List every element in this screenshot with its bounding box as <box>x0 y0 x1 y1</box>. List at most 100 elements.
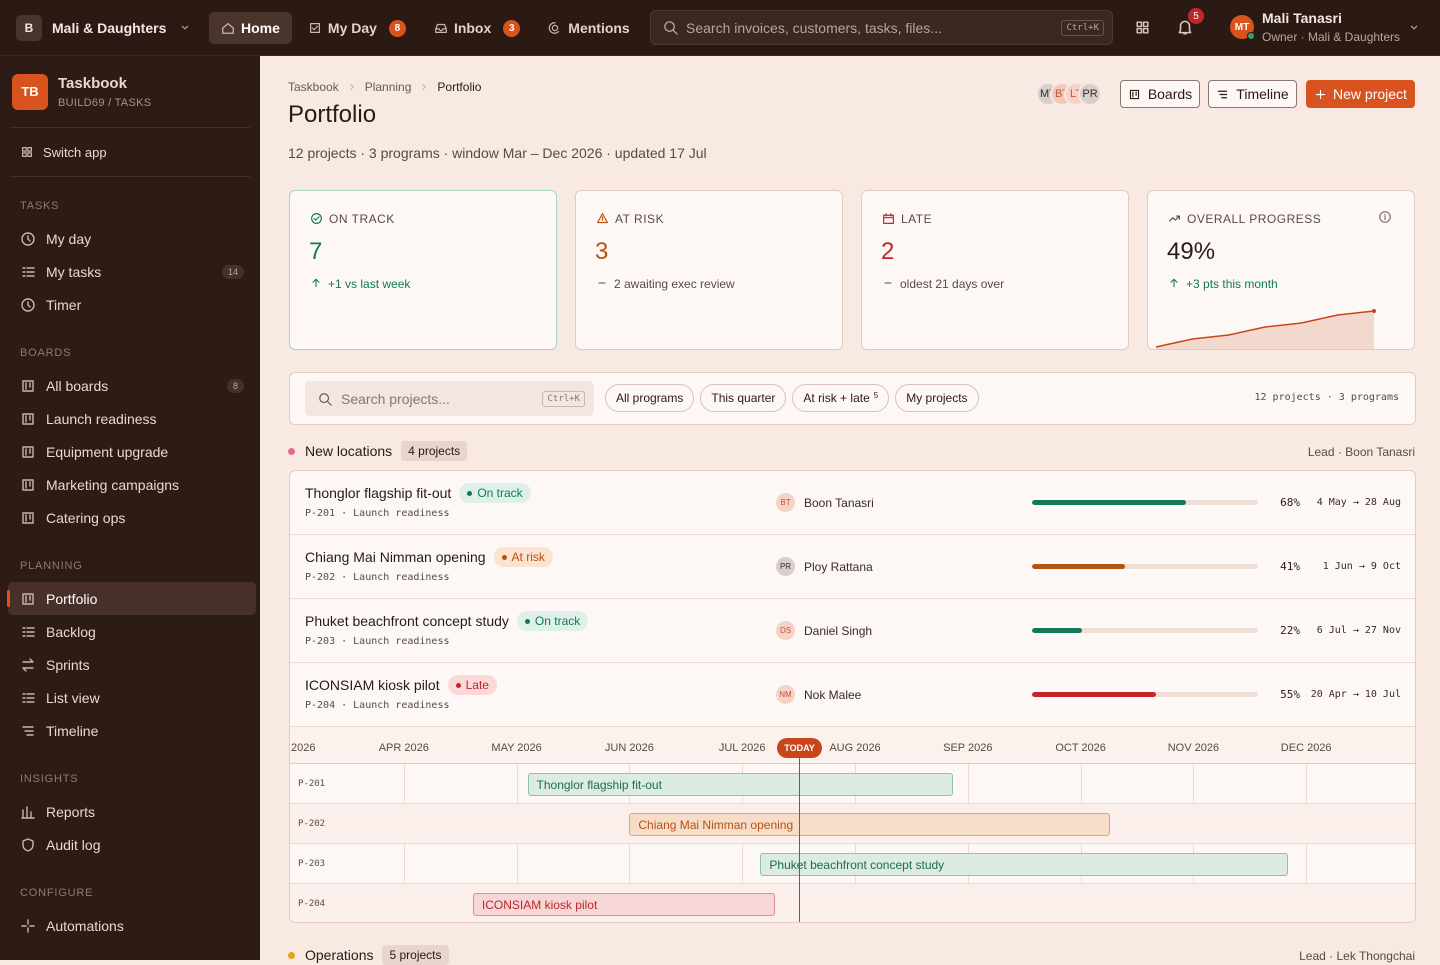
shortcut-hint: Ctrl+K <box>542 390 585 407</box>
progress-track <box>1032 692 1258 697</box>
user-menu[interactable]: MT Mali Tanasri Owner · Mali & Daughters <box>1230 10 1400 44</box>
project-row[interactable]: Chiang Mai Nimman opening At risk P-202 · … <box>290 535 1415 599</box>
new-project-button[interactable]: New project <box>1306 80 1415 108</box>
icon-path <box>22 592 34 605</box>
icon <box>22 626 35 637</box>
timeline-id: P-201 <box>298 779 326 789</box>
sidebar-item[interactable]: Automations <box>8 909 256 942</box>
project-meta: P-201 · Launch readiness <box>305 508 450 519</box>
sidebar-item[interactable]: Audit log <box>8 828 256 861</box>
filter-chip[interactable]: My projects <box>895 384 979 412</box>
active-indicator <box>7 590 10 607</box>
project-row[interactable]: Thonglor flagship fit-out On track P-201 ·… <box>290 471 1415 535</box>
icon <box>1379 211 1391 223</box>
icon-path <box>22 445 34 458</box>
breadcrumb[interactable]: Taskbook <box>288 80 339 94</box>
icon <box>1136 21 1149 34</box>
timeline-bar[interactable]: Phuket beachfront concept study <box>760 853 1288 876</box>
icon <box>664 21 678 35</box>
app-logo: TB <box>12 73 48 110</box>
button-label: New project <box>1333 86 1407 102</box>
sidebar-item[interactable]: Reports <box>8 795 256 828</box>
progress-fill <box>1032 564 1125 569</box>
header-button[interactable]: Timeline <box>1208 80 1297 108</box>
nav-item[interactable]: My Day 8 <box>296 12 418 44</box>
icon-path <box>21 918 35 933</box>
user-text: Mali Tanasri Owner · Mali & Daughters <box>1262 10 1400 44</box>
sidebar-item[interactable]: Equipment upgrade <box>8 435 256 468</box>
breadcrumbs: Taskbook Planning Portfolio <box>288 80 481 94</box>
icon <box>598 282 606 284</box>
section-title: TASKS <box>20 200 60 212</box>
sidebar-item[interactable]: Backlog <box>8 615 256 648</box>
sidebar-item[interactable]: My tasks 14 <box>8 255 256 288</box>
switch-app[interactable]: Switch app <box>10 128 250 177</box>
month-label: SEP 2026 <box>943 742 993 754</box>
global-search[interactable]: Search invoices, customers, tasks, files… <box>650 10 1113 45</box>
sidebar-item[interactable]: Launch readiness <box>8 402 256 435</box>
nav-badge: 3 <box>503 19 521 37</box>
apps-button[interactable] <box>1134 19 1151 41</box>
progress-label: 41% <box>1280 560 1300 573</box>
nav-item[interactable]: Home <box>209 12 292 44</box>
sidebar-item[interactable]: Timer <box>8 288 256 321</box>
section-title: INSIGHTS <box>20 773 79 785</box>
icon-path <box>597 213 608 224</box>
notifications-button[interactable]: 5 <box>1176 8 1204 41</box>
sidebar-label: Catering ops <box>46 509 126 526</box>
project-row[interactable]: ICONSIAM kiosk pilot Late P-204 · Launch r… <box>290 663 1415 727</box>
project-row[interactable]: Phuket beachfront concept study On track P… <box>290 599 1415 663</box>
timeline-bar[interactable]: Chiang Mai Nimman opening <box>629 813 1110 836</box>
group-count: 5 projects <box>382 945 449 965</box>
group-header[interactable]: Operations 5 projects <box>288 945 449 965</box>
header-button[interactable]: Boards <box>1120 80 1200 108</box>
sidebar-label: Equipment upgrade <box>46 443 169 460</box>
nav-item[interactable]: Mentions <box>536 12 641 44</box>
status-label: Late <box>465 678 489 692</box>
sparkline-line <box>1155 310 1375 348</box>
filter-chip[interactable]: This quarter <box>700 384 787 412</box>
sidebar-item[interactable]: My day <box>8 222 256 255</box>
icon <box>222 23 234 34</box>
timeline-bar[interactable]: Thonglor flagship fit-out <box>527 773 954 796</box>
sidebar-item[interactable]: Portfolio <box>7 582 256 615</box>
filter-chip[interactable]: At risk + late 5 <box>792 384 890 412</box>
workspace-avatar: B <box>16 15 42 41</box>
icon-path <box>1218 90 1228 98</box>
icon-path <box>22 412 34 425</box>
kpi-card: LATE 2 oldest 21 days over <box>861 190 1129 350</box>
sidebar-item[interactable]: Timeline <box>8 714 256 747</box>
icon-path <box>311 213 322 224</box>
breadcrumb[interactable]: Planning <box>364 80 412 94</box>
icon-path <box>312 278 320 288</box>
kpi-note: oldest 21 days over <box>900 277 1005 291</box>
filter-chip[interactable]: All programs <box>605 384 695 412</box>
group-header[interactable]: New locations 4 projects <box>288 441 468 461</box>
sidebar-label: All boards <box>46 377 109 394</box>
workspace-switcher[interactable]: B Mali & Daughters <box>16 15 192 41</box>
sidebar-item[interactable]: List view <box>8 681 256 714</box>
sidebar-item[interactable]: Catering ops <box>8 501 256 534</box>
timeline-row <box>290 884 1415 922</box>
kpi-label: OVERALL PROGRESS <box>1187 212 1322 226</box>
progress-track <box>1032 628 1258 633</box>
project-meta: P-202 · Launch readiness <box>305 572 450 583</box>
icon <box>21 231 35 246</box>
icon <box>1315 89 1326 99</box>
nav-section: CONFIGURE <box>0 861 260 909</box>
owner-avatar: NM <box>776 685 795 704</box>
sidebar-item[interactable]: All boards 8 <box>8 369 256 402</box>
timeline-axis <box>290 727 1415 764</box>
sidebar-item[interactable]: Marketing campaigns <box>8 468 256 501</box>
project-owner: DS Daniel Singh <box>776 621 872 640</box>
sidebar-label: Portfolio <box>46 590 98 607</box>
sidebar-label: Reports <box>46 803 96 820</box>
project-search[interactable]: Search projects... Ctrl+K <box>305 381 594 416</box>
timeline-bar[interactable]: ICONSIAM kiosk pilot <box>472 893 775 916</box>
member-avatar: PR <box>1078 82 1102 106</box>
nav-item[interactable]: Inbox 3 <box>422 12 532 44</box>
kpi-label: ON TRACK <box>329 212 395 226</box>
sidebar-item[interactable]: Sprints <box>8 648 256 681</box>
month-label: 2026 <box>291 742 316 754</box>
sparkline <box>1155 309 1376 349</box>
